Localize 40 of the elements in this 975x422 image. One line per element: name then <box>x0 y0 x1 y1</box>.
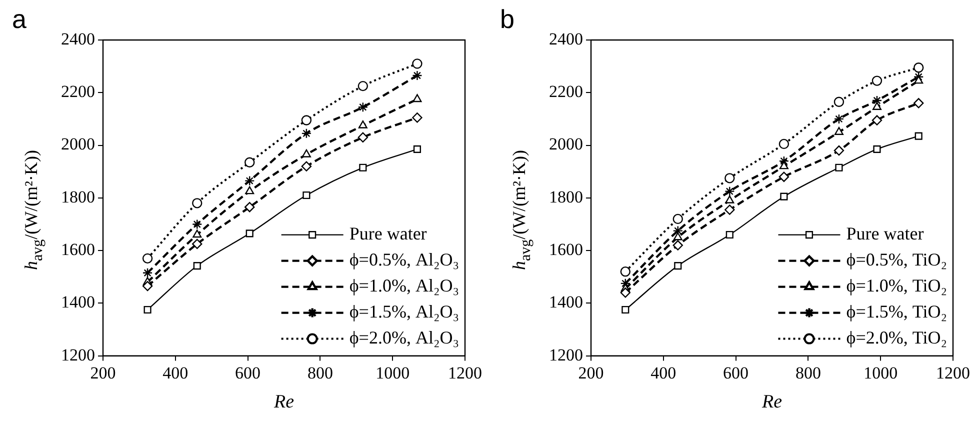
legend-label: Pure water <box>846 224 924 244</box>
y-tick-label: 2000 <box>549 134 583 154</box>
x-tick-label: 200 <box>90 363 116 382</box>
y-tick-label: 2400 <box>549 29 583 48</box>
x-tick-label: 1200 <box>448 363 482 382</box>
x-tick-label: 1000 <box>864 363 898 382</box>
legend-label: ϕ=1.0%, Al₂O₃ <box>349 276 459 296</box>
y-tick-label: 1400 <box>549 292 583 312</box>
y-tick-label: 2200 <box>549 82 583 102</box>
x-tick-label: 1000 <box>376 363 410 382</box>
chart-title: a <box>12 4 26 35</box>
y-tick-label: 1200 <box>61 345 95 364</box>
y-tick-label: 1600 <box>549 240 583 259</box>
x-axis-title: Re <box>760 392 782 413</box>
y-tick-label: 1600 <box>61 240 95 259</box>
y-tick-label: 1800 <box>549 187 583 206</box>
x-tick-label: 1200 <box>936 363 970 382</box>
legend-label: Pure water <box>349 224 427 244</box>
y-tick-label: 2200 <box>61 82 95 102</box>
legend-label: ϕ=0.5%, Al₂O₃ <box>349 250 459 270</box>
x-axis-title: Re <box>272 392 294 413</box>
y-tick-label: 2400 <box>61 29 95 48</box>
legend-label: ϕ=2.0%, TiO₂ <box>846 328 948 348</box>
legend-label: ϕ=0.5%, TiO₂ <box>846 250 948 270</box>
x-tick-label: 600 <box>235 363 261 382</box>
legend-label: ϕ=2.0%, Al₂O₃ <box>349 328 459 348</box>
y-tick-label: 1400 <box>61 292 95 312</box>
legend-label: ϕ=1.5%, TiO₂ <box>846 302 948 322</box>
legend-label: ϕ=1.0%, TiO₂ <box>846 276 948 296</box>
chart-title: b <box>500 4 514 35</box>
legend-label: ϕ=1.5%, Al₂O₃ <box>349 302 459 322</box>
y-tick-label: 1800 <box>61 187 95 206</box>
y-tick-label: 2000 <box>61 134 95 154</box>
x-tick-label: 800 <box>795 363 821 382</box>
y-tick-label: 1200 <box>549 345 583 364</box>
x-tick-label: 200 <box>578 363 604 382</box>
x-tick-label: 800 <box>307 363 333 382</box>
x-tick-label: 400 <box>162 363 188 382</box>
x-tick-label: 400 <box>650 363 676 382</box>
x-tick-label: 600 <box>723 363 749 382</box>
